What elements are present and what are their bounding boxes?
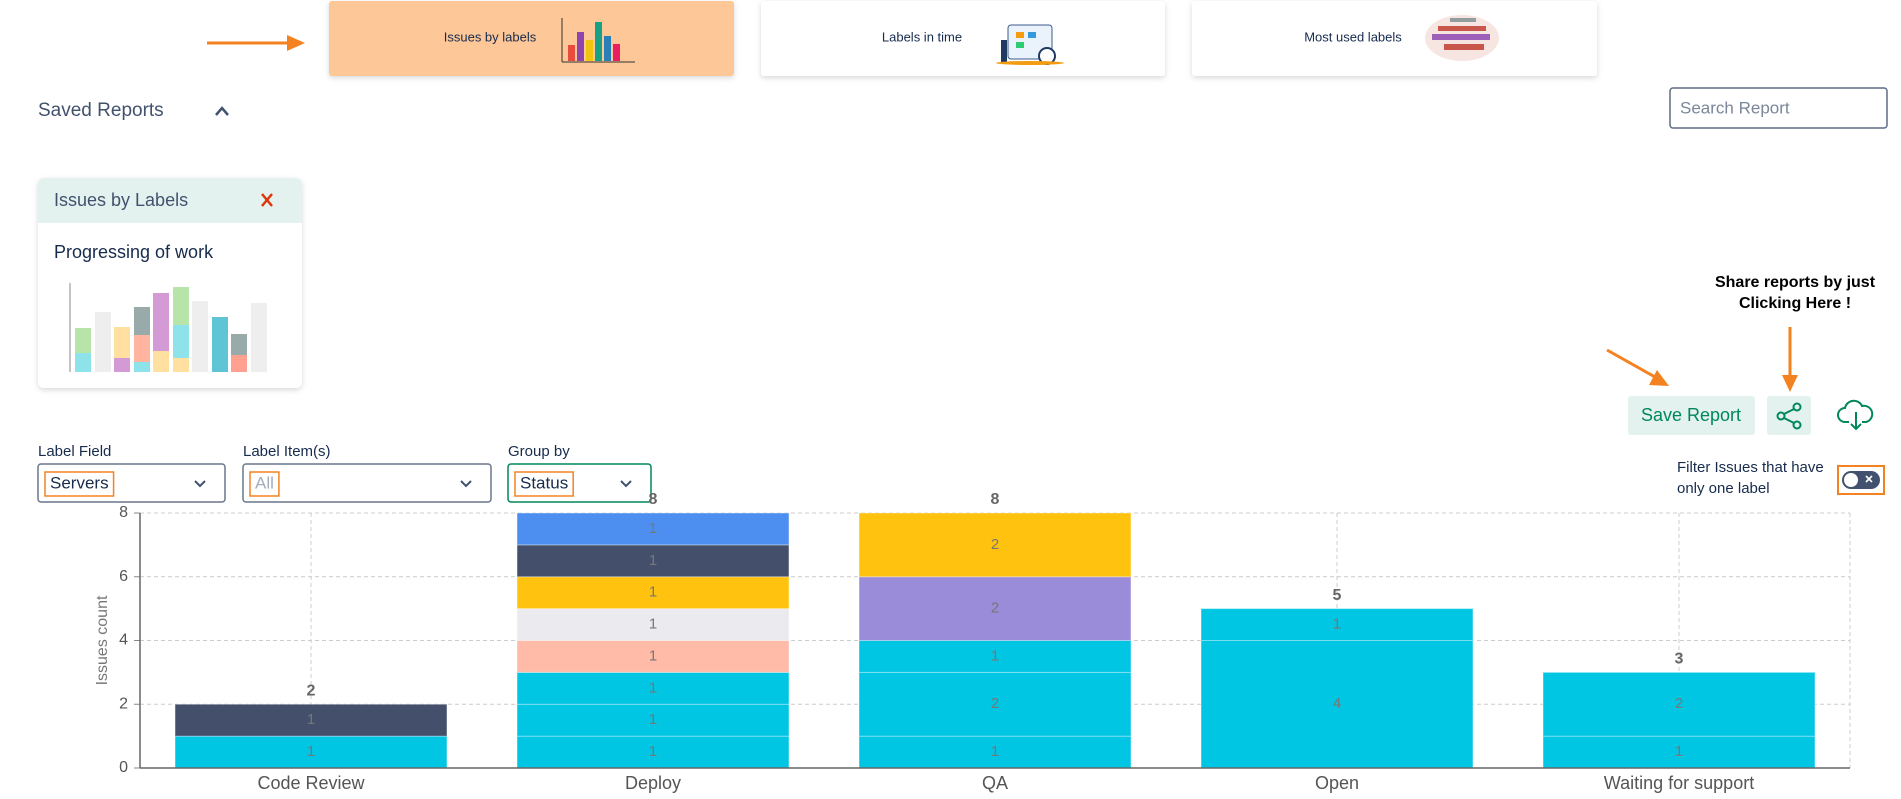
value-highlight bbox=[249, 471, 280, 497]
collapse-icon[interactable] bbox=[215, 106, 229, 116]
segment-label: 1 bbox=[307, 711, 315, 728]
bar-segment bbox=[174, 703, 448, 737]
bar-segment bbox=[516, 544, 790, 578]
segment-label: 1 bbox=[649, 584, 657, 601]
report-card[interactable]: Issues by Labels Progressing of work bbox=[38, 178, 302, 388]
select-value: Servers bbox=[50, 473, 109, 492]
select-box bbox=[37, 463, 226, 503]
select-value: Status bbox=[520, 473, 568, 492]
segment-label: 1 bbox=[991, 647, 999, 664]
chart: 0 2 4 6 8 Issues count 1 1 2 Code Review 1 1 1 1 1 1 1 1 8… bbox=[94, 491, 1851, 793]
y-tick-label: 8 bbox=[119, 504, 128, 521]
segment-label: 2 bbox=[991, 600, 999, 617]
toggle-label: Filter Issues that have bbox=[1677, 459, 1824, 476]
y-tick-label: 4 bbox=[119, 632, 128, 649]
select-box bbox=[507, 463, 652, 503]
segment-label: 1 bbox=[649, 679, 657, 696]
x-tick-label: Open bbox=[1315, 773, 1359, 793]
segment-label: 1 bbox=[649, 520, 657, 537]
tab-icon bbox=[996, 24, 1064, 65]
segment-label: 1 bbox=[1333, 616, 1341, 633]
segment-label: 1 bbox=[991, 743, 999, 760]
segment-label: 1 bbox=[649, 647, 657, 664]
select-value: All bbox=[255, 473, 274, 492]
segment-label: 2 bbox=[991, 536, 999, 553]
save-button[interactable]: Save Report bbox=[1628, 396, 1755, 435]
tab-label: Most used labels bbox=[1304, 29, 1402, 44]
toggle-label: only one label bbox=[1677, 480, 1770, 497]
card-thumbnail bbox=[69, 283, 267, 372]
bar-segment bbox=[858, 576, 1132, 641]
segment-label: 1 bbox=[649, 616, 657, 633]
y-tick-label: 0 bbox=[119, 759, 128, 776]
value-highlight bbox=[514, 471, 574, 497]
arrow bbox=[1606, 327, 1798, 392]
select[interactable]: All bbox=[242, 463, 492, 503]
close-icon[interactable] bbox=[261, 193, 273, 207]
button-label: Save Report bbox=[1641, 405, 1741, 425]
arrow bbox=[207, 35, 305, 51]
tab-label: Labels in time bbox=[882, 29, 962, 44]
bar-segment bbox=[1542, 671, 1816, 737]
tab[interactable]: Most used labels bbox=[1192, 1, 1597, 76]
select[interactable]: Status bbox=[507, 463, 652, 503]
segment-label: 2 bbox=[1675, 695, 1683, 712]
total-label: 5 bbox=[1333, 587, 1342, 604]
download-button[interactable] bbox=[1837, 399, 1874, 431]
bar-segment bbox=[516, 576, 790, 610]
bar-segment bbox=[858, 640, 1132, 673]
hint-text: Share reports by just bbox=[1715, 274, 1876, 291]
select-box bbox=[242, 463, 492, 503]
search-input[interactable]: Search Report bbox=[1669, 87, 1888, 129]
filter-label: Label Field bbox=[38, 443, 111, 460]
segment-label: 1 bbox=[649, 711, 657, 728]
segment-label: 1 bbox=[649, 743, 657, 760]
x-tick-label: QA bbox=[982, 773, 1008, 793]
bar-segment bbox=[516, 608, 790, 641]
total-label: 3 bbox=[1675, 651, 1684, 668]
tab[interactable]: Issues by labels bbox=[329, 1, 734, 76]
hint-text: Clicking Here ! bbox=[1739, 295, 1851, 312]
filter-label: Label Item(s) bbox=[243, 443, 331, 460]
bar-segment bbox=[858, 671, 1132, 737]
card-title: Issues by Labels bbox=[54, 190, 188, 210]
filter-label: Group by bbox=[508, 443, 570, 460]
chevron bbox=[460, 480, 472, 488]
segment-label: 2 bbox=[991, 695, 999, 712]
bar-segment bbox=[1200, 608, 1474, 641]
x-tick-label: Deploy bbox=[625, 773, 681, 793]
total-label: 8 bbox=[649, 491, 658, 508]
total-label: 8 bbox=[991, 491, 1000, 508]
y-tick-label: 2 bbox=[119, 695, 128, 712]
segment-label: 1 bbox=[649, 552, 657, 569]
bar-segment bbox=[858, 512, 1132, 578]
x-tick-label: Code Review bbox=[257, 773, 365, 793]
segment-label: 4 bbox=[1333, 695, 1341, 712]
tab-label: Issues by labels bbox=[444, 29, 537, 44]
share-button[interactable] bbox=[1767, 396, 1811, 435]
y-tick-label: 6 bbox=[119, 568, 128, 585]
segment-label: 1 bbox=[307, 743, 315, 760]
card-description: Progressing of work bbox=[54, 242, 214, 262]
bar-segment bbox=[516, 512, 790, 546]
toggle[interactable] bbox=[1837, 465, 1885, 495]
section-title: Saved Reports bbox=[38, 100, 164, 121]
value-highlight bbox=[44, 471, 115, 497]
bar-segment bbox=[516, 703, 790, 737]
tab-icon bbox=[561, 18, 635, 63]
bar-segment bbox=[1200, 640, 1474, 769]
chevron bbox=[194, 480, 206, 488]
tab-icon bbox=[1425, 15, 1499, 61]
total-label: 2 bbox=[307, 682, 316, 699]
segment-label: 1 bbox=[1675, 743, 1683, 760]
select[interactable]: Servers bbox=[37, 463, 226, 503]
chevron bbox=[620, 480, 632, 488]
filters: Label Field Servers Label Item(s) All Group … bbox=[37, 443, 652, 503]
y-axis-label: Issues count bbox=[94, 595, 111, 685]
tab[interactable]: Labels in time bbox=[761, 1, 1165, 76]
x-tick-label: Waiting for support bbox=[1604, 773, 1754, 793]
search-placeholder: Search Report bbox=[1680, 98, 1790, 117]
